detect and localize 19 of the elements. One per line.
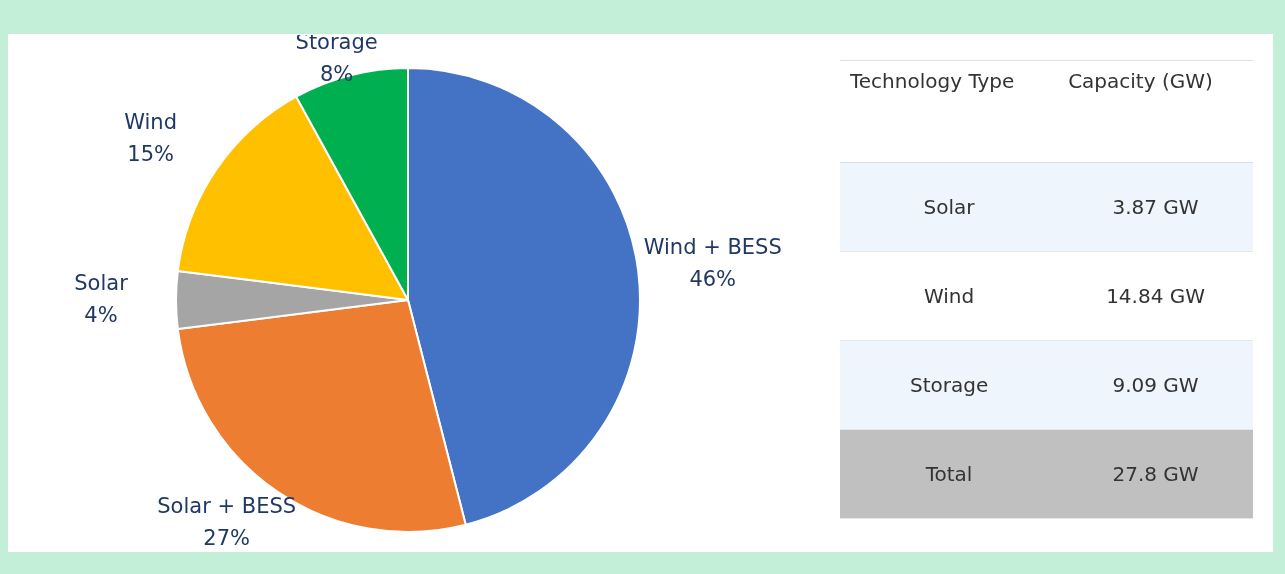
slice-label: Solar [74, 271, 129, 296]
slice-label: Wind + BESS [643, 235, 782, 260]
data-label: 27% [203, 526, 251, 551]
text: Capacity (GW) [1058, 60, 1253, 163]
category-label: Storage [840, 340, 1059, 430]
data-label: 9.09 GW [1058, 340, 1253, 430]
category-label: Solar [840, 162, 1059, 252]
data-label: 15% [127, 142, 174, 167]
data-label: 3.87 GW [1058, 162, 1253, 252]
data-label: 4% [84, 303, 118, 328]
data-label: 46% [689, 267, 737, 292]
text: Technology Type [840, 60, 1059, 163]
slice-label: Solar + BESS [157, 494, 297, 519]
data-label: 14.84 GW [1058, 251, 1253, 341]
data-label: 8% [319, 62, 354, 87]
category-label: Total [840, 429, 1059, 519]
category-label: Wind [840, 251, 1059, 341]
data-label: 27.8 GW [1058, 429, 1253, 519]
slice-label: Wind [124, 110, 178, 135]
